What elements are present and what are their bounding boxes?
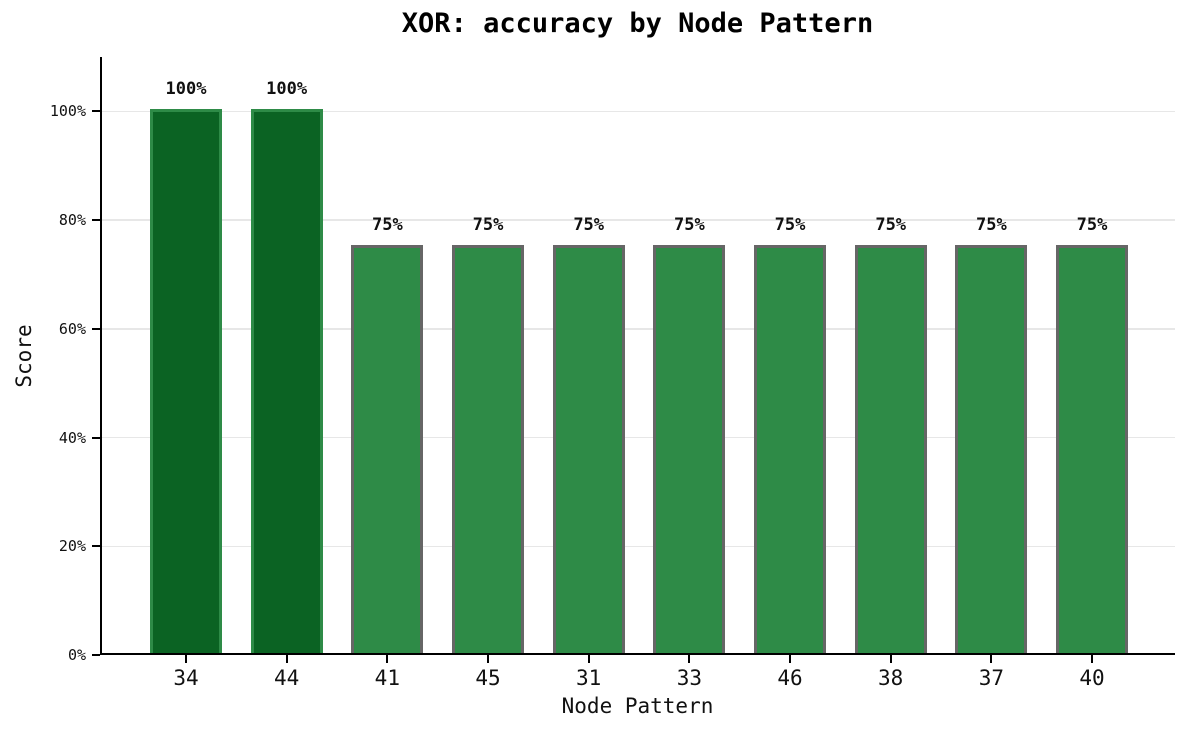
bar-value-label-31: 75% xyxy=(573,215,605,236)
y-axis-label: Score xyxy=(12,324,36,388)
bar-41 xyxy=(351,245,424,653)
y-tick-mark-80% xyxy=(92,219,100,222)
bar-38 xyxy=(854,245,927,653)
y-tick-mark-100% xyxy=(92,110,100,113)
x-tick-mark-41 xyxy=(386,655,389,663)
chart-title: XOR: accuracy by Node Pattern xyxy=(401,8,874,39)
bar-value-label-44: 100% xyxy=(266,79,308,100)
y-tick-label-40%: 40% xyxy=(58,428,86,447)
bar-40 xyxy=(1056,245,1129,653)
y-tick-mark-0% xyxy=(92,654,100,656)
gridline-80% xyxy=(102,219,1175,221)
bar-33 xyxy=(653,245,726,653)
bar-value-label-33: 75% xyxy=(673,215,705,236)
x-tick-label-44: 44 xyxy=(274,666,300,690)
x-tick-mark-40 xyxy=(1091,655,1094,663)
y-tick-label-20%: 20% xyxy=(58,537,86,556)
bar-value-label-34: 100% xyxy=(165,79,207,100)
x-tick-mark-31 xyxy=(587,655,590,663)
gridline-60% xyxy=(102,328,1175,330)
x-tick-label-40: 40 xyxy=(1079,666,1105,690)
bar-value-label-41: 75% xyxy=(371,215,403,236)
gridline-40% xyxy=(102,436,1175,439)
x-tick-mark-37 xyxy=(990,655,993,663)
bar-value-label-46: 75% xyxy=(774,215,806,236)
x-tick-label-46: 46 xyxy=(777,666,803,690)
y-tick-label-0%: 0% xyxy=(67,646,86,664)
x-tick-label-45: 45 xyxy=(475,666,501,690)
x-tick-label-37: 37 xyxy=(978,666,1005,690)
x-tick-label-38: 38 xyxy=(878,666,904,690)
x-tick-mark-38 xyxy=(889,655,892,663)
y-tick-label-60%: 60% xyxy=(58,319,86,338)
bar-value-label-40: 75% xyxy=(1076,215,1108,236)
y-tick-mark-40% xyxy=(92,436,100,439)
gridline-20% xyxy=(102,545,1175,548)
x-tick-label-33: 33 xyxy=(676,666,702,690)
y-tick-label-100%: 100% xyxy=(49,102,86,121)
x-tick-label-34: 34 xyxy=(173,666,199,690)
bar-value-label-38: 75% xyxy=(875,215,907,236)
bar-45 xyxy=(452,245,524,653)
y-tick-mark-20% xyxy=(92,545,100,548)
x-tick-mark-45 xyxy=(487,655,489,663)
x-axis-label: Node Pattern xyxy=(561,694,714,718)
x-tick-mark-33 xyxy=(688,655,691,663)
gridline-100% xyxy=(102,110,1175,113)
bar-37 xyxy=(955,245,1028,653)
plot-area: 0% 20% 40% 60% 80% 100% 100% 34 100% 44 75% 41 75% 45… xyxy=(50,57,1175,690)
x-tick-mark-46 xyxy=(789,655,792,663)
bar-value-label-37: 75% xyxy=(976,215,1007,236)
bar-31 xyxy=(552,245,625,653)
bar-46 xyxy=(754,245,827,653)
x-tick-label-41: 41 xyxy=(374,666,400,690)
x-tick-label-31: 31 xyxy=(576,666,602,690)
y-tick-mark-60% xyxy=(92,327,100,330)
y-tick-label-80%: 80% xyxy=(58,211,86,230)
bar-44 xyxy=(250,109,323,653)
bar-value-label-45: 75% xyxy=(472,215,504,236)
x-tick-mark-44 xyxy=(285,655,288,663)
bar-34 xyxy=(150,109,222,653)
x-tick-mark-34 xyxy=(185,655,187,663)
